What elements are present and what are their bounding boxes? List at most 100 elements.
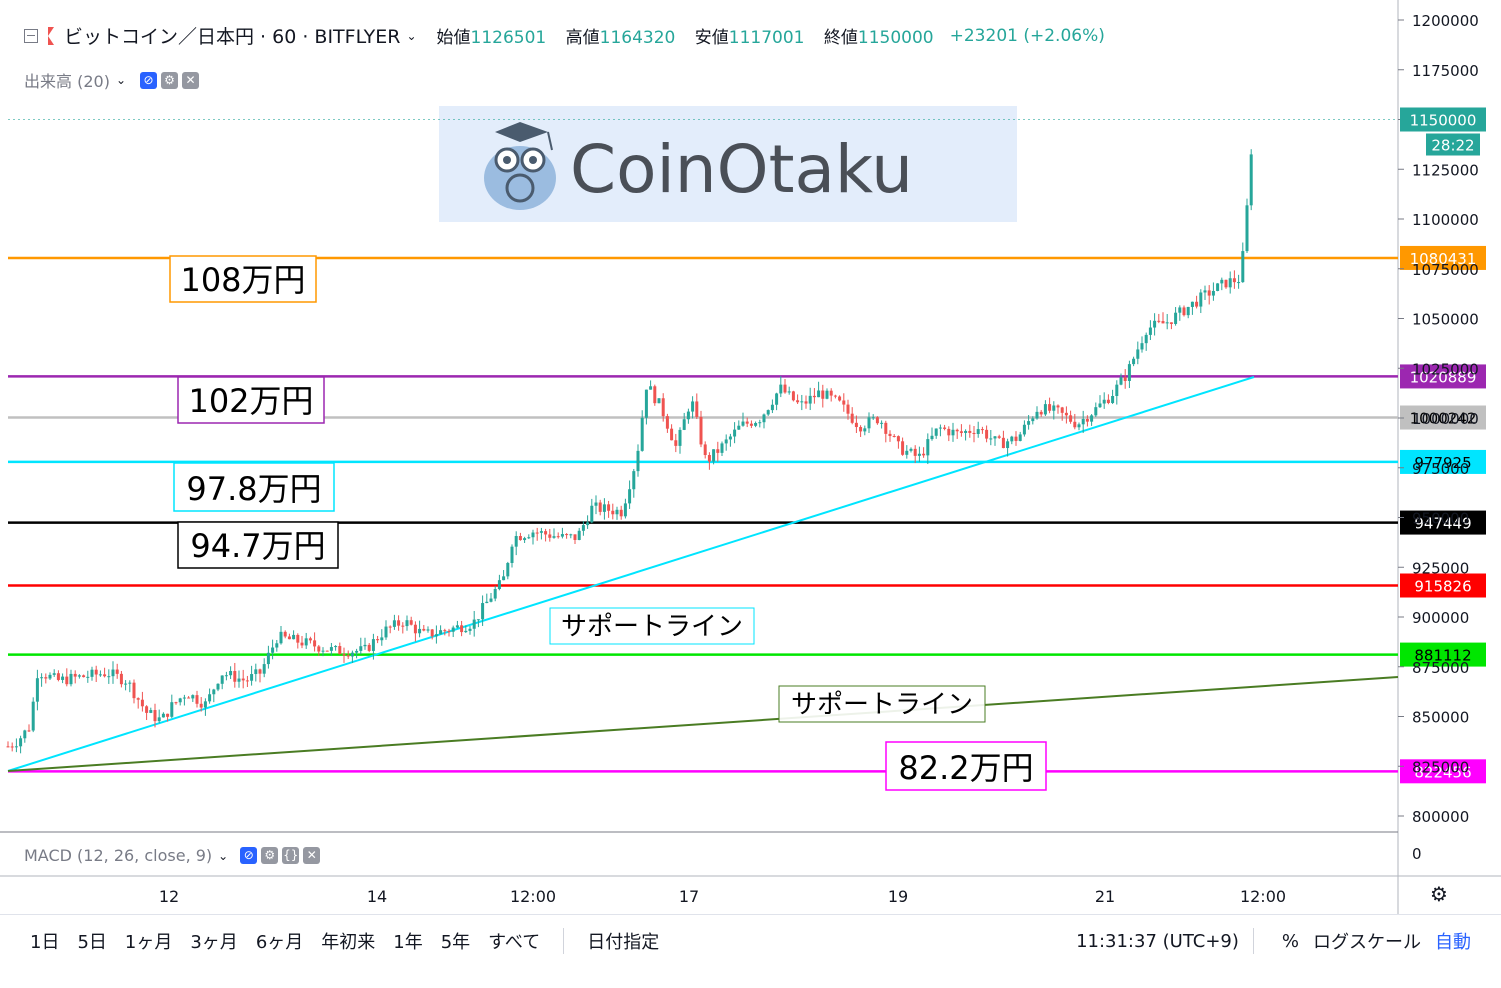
price-tick-label: 1200000 bbox=[1412, 12, 1479, 30]
visibility-icon[interactable]: ⊘ bbox=[140, 71, 157, 89]
range-ytd[interactable]: 年初来 bbox=[321, 932, 376, 953]
candle-body bbox=[455, 625, 459, 628]
candle-body bbox=[926, 439, 930, 456]
support-line-label[interactable]: サポートライン bbox=[549, 607, 755, 645]
candle-body bbox=[560, 534, 564, 537]
date-range-button[interactable]: 日付指定 bbox=[587, 932, 660, 953]
price-chart[interactable]: CoinOtaku 108万円 102万円 97.8万円 94.7万円 82.2万円 サポ… bbox=[0, 0, 1501, 914]
level-price-tag[interactable]: 881112 bbox=[1400, 642, 1486, 667]
candle-body bbox=[355, 650, 359, 653]
candle-body bbox=[674, 440, 678, 446]
level-price-tag[interactable]: 977925 bbox=[1400, 449, 1486, 474]
close-icon[interactable]: ✕ bbox=[182, 71, 199, 89]
candle-body bbox=[859, 427, 863, 432]
candle-body bbox=[644, 389, 648, 418]
candle-body bbox=[632, 471, 636, 490]
collapse-icon[interactable] bbox=[24, 28, 38, 43]
candle-body bbox=[775, 393, 779, 405]
settings-icon[interactable]: ⚙ bbox=[261, 847, 279, 864]
level-note-box bbox=[177, 521, 339, 569]
candle-body bbox=[1027, 421, 1031, 425]
range-6m[interactable]: 6ヶ月 bbox=[255, 932, 304, 953]
range-1m[interactable]: 1ヶ月 bbox=[124, 932, 173, 953]
candle-body bbox=[149, 710, 153, 713]
range-3m[interactable]: 3ヶ月 bbox=[190, 932, 238, 953]
candle-body bbox=[1127, 364, 1131, 381]
gear-icon[interactable]: ⚙ bbox=[1430, 882, 1448, 906]
chevron-down-icon[interactable]: ⌄ bbox=[218, 848, 229, 863]
candle-body bbox=[640, 417, 644, 451]
support-trendline[interactable] bbox=[7, 676, 1399, 772]
source-code-icon[interactable]: {} bbox=[282, 847, 300, 864]
horizontal-levels[interactable] bbox=[8, 256, 1398, 773]
candle-body bbox=[1228, 278, 1232, 288]
candle-body bbox=[1153, 320, 1157, 328]
candle-body bbox=[695, 401, 699, 417]
current-price-tag[interactable]: 1150000 28:22 bbox=[1400, 107, 1486, 156]
candle-body bbox=[586, 522, 590, 526]
time-axis[interactable]: 12 14 12:00 17 19 21 12:00 bbox=[159, 887, 1286, 906]
price-axis[interactable]: 1080431 1020889 1000242 977925 947449 915826 8… bbox=[1398, 12, 1486, 863]
level-price-label: 977925 bbox=[1414, 454, 1471, 472]
range-1y[interactable]: 1年 bbox=[393, 932, 423, 953]
range-5y[interactable]: 5年 bbox=[440, 932, 471, 953]
candle-body bbox=[489, 598, 493, 602]
visibility-icon[interactable]: ⊘ bbox=[240, 847, 258, 864]
candle-body bbox=[258, 669, 262, 674]
price-tick-label: 1125000 bbox=[1412, 161, 1479, 179]
clock[interactable]: 11:31:37 (UTC+9) bbox=[1076, 930, 1239, 952]
level-price-tag[interactable]: 915826 bbox=[1400, 573, 1486, 598]
candle-body bbox=[976, 429, 980, 435]
price-tick-label: 950000 bbox=[1412, 510, 1469, 528]
auto-scale-button[interactable]: 自動 bbox=[1435, 932, 1471, 953]
symbol-title[interactable]: ビットコイン／日本円 · 60 · BITFLYER bbox=[64, 26, 401, 48]
candle-body bbox=[1119, 377, 1123, 385]
range-all[interactable]: すべて bbox=[488, 932, 541, 953]
level-note[interactable]: 102万円 bbox=[177, 376, 325, 424]
range-5d[interactable]: 5日 bbox=[77, 932, 107, 953]
candle-body bbox=[1102, 399, 1106, 404]
candle-body bbox=[287, 636, 291, 640]
candle-body bbox=[1178, 307, 1182, 313]
close-icon[interactable]: ✕ bbox=[303, 847, 321, 864]
macd-label[interactable]: MACD (12, 26, close, 9) bbox=[24, 846, 213, 865]
level-price-tag[interactable]: 822456 bbox=[1400, 759, 1486, 784]
chevron-down-icon[interactable]: ⌄ bbox=[406, 28, 417, 43]
flag-icon[interactable] bbox=[48, 26, 54, 45]
candle-body bbox=[493, 589, 497, 599]
open-value: 1126501 bbox=[470, 28, 547, 48]
support-line-label[interactable]: サポートライン bbox=[778, 685, 986, 723]
settings-icon[interactable]: ⚙ bbox=[161, 71, 178, 89]
level-note[interactable]: 97.8万円 bbox=[173, 462, 335, 512]
candle-body bbox=[329, 647, 333, 651]
level-price-tag[interactable]: 947449 bbox=[1400, 510, 1486, 535]
candle-body bbox=[233, 671, 237, 682]
candle-body bbox=[770, 404, 774, 411]
candle-body bbox=[65, 676, 69, 685]
level-note-box bbox=[173, 462, 335, 512]
volume-indicator: 出来高 (20) ⌄ ⊘ ⚙ ✕ bbox=[24, 68, 199, 92]
price-tick-label: 1025000 bbox=[1412, 360, 1479, 378]
level-note[interactable]: 108万円 bbox=[169, 255, 317, 303]
level-annotations[interactable]: 108万円102万円97.8万円94.7万円82.2万円サポートラインサポートラ… bbox=[169, 255, 1047, 791]
level-price-tag[interactable]: 1080431 bbox=[1400, 245, 1486, 270]
candle-body bbox=[901, 441, 905, 455]
candle-body bbox=[1077, 424, 1081, 428]
level-price-tag[interactable]: 1000242 bbox=[1400, 405, 1486, 430]
candle-body bbox=[1022, 424, 1026, 435]
percent-scale-button[interactable]: % bbox=[1281, 930, 1299, 952]
chevron-down-icon[interactable]: ⌄ bbox=[115, 73, 126, 87]
candle-body bbox=[61, 676, 65, 680]
support-trendline[interactable] bbox=[7, 376, 1255, 772]
log-scale-button[interactable]: ログスケール bbox=[1313, 932, 1421, 953]
watermark-text: CoinOtaku bbox=[570, 131, 913, 208]
high-value: 1164320 bbox=[599, 28, 676, 48]
candle-body bbox=[1039, 411, 1043, 415]
level-price-tag[interactable]: 1020889 bbox=[1400, 364, 1486, 389]
level-note[interactable]: 82.2万円 bbox=[885, 741, 1047, 791]
level-price-tag-bg bbox=[1400, 642, 1486, 667]
level-note[interactable]: 94.7万円 bbox=[177, 521, 339, 569]
volume-label[interactable]: 出来高 (20) bbox=[24, 72, 110, 91]
range-1d[interactable]: 1日 bbox=[30, 932, 60, 953]
support-trendlines[interactable] bbox=[7, 376, 1399, 772]
